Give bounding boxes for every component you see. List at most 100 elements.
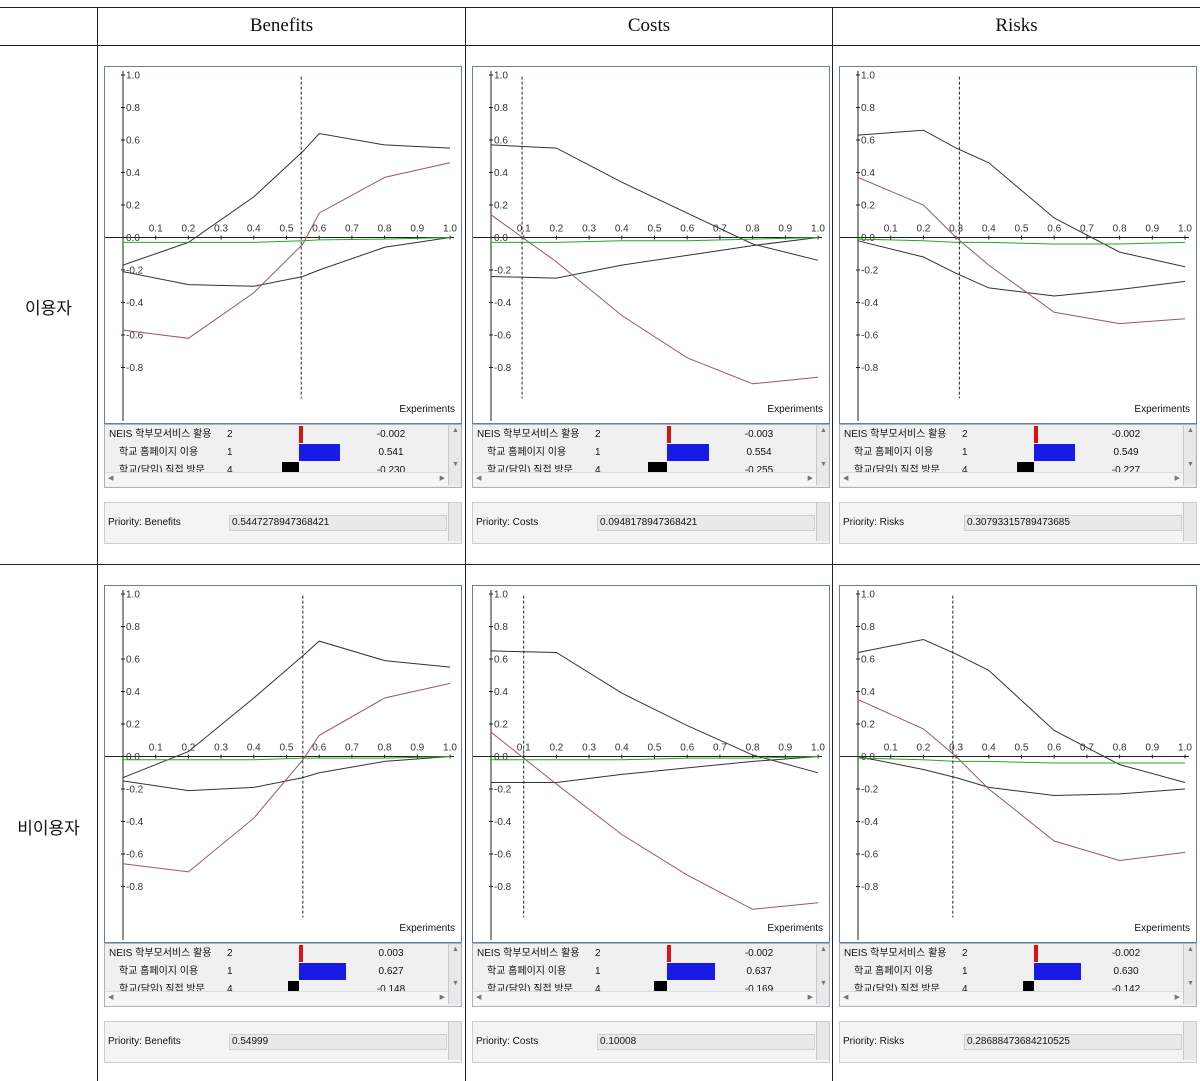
list-horizontal-scrollbar[interactable]: ◀ ▶ — [105, 472, 448, 486]
priority-box: Priority: Costs 0.10008 — [472, 1021, 830, 1063]
alternative-row[interactable]: 학교(담임) 직접 방문 4 -0.148 — [105, 982, 445, 998]
row-label-nonusers: 비이용자 — [17, 819, 80, 839]
alternative-name: 학교 홈페이지 이용 — [487, 966, 567, 977]
alternative-row[interactable]: NEIS 학부모서비스 활용 2 0.003 — [105, 946, 445, 962]
scroll-down-icon[interactable]: ▼ — [820, 461, 827, 468]
x-tick-label: 0.8 — [1113, 743, 1127, 754]
scroll-up-icon[interactable]: ▲ — [452, 427, 459, 434]
scroll-left-icon[interactable]: ◀ — [108, 475, 114, 482]
alternative-row[interactable]: 학교(담임) 직접 방문 4 -0.230 — [105, 463, 445, 479]
list-horizontal-scrollbar[interactable]: ◀ ▶ — [473, 472, 816, 486]
scroll-down-icon[interactable]: ▼ — [1187, 461, 1194, 468]
list-vertical-scrollbar[interactable]: ▲ ▼ — [448, 425, 461, 485]
alternative-row[interactable]: 학교 홈페이지 이용 1 0.627 — [105, 964, 445, 980]
x-tick-label: 0.8 — [378, 743, 392, 754]
alternative-bar — [299, 426, 303, 443]
scroll-left-icon[interactable]: ◀ — [843, 475, 849, 482]
scroll-right-icon[interactable]: ▶ — [439, 475, 445, 482]
x-tick-label: 0.5 — [648, 224, 662, 235]
scroll-right-icon[interactable]: ▶ — [1174, 475, 1180, 482]
priority-scrollbar[interactable] — [448, 1022, 461, 1060]
list-vertical-scrollbar[interactable]: ▲ ▼ — [1183, 944, 1196, 1004]
scroll-right-icon[interactable]: ▶ — [807, 994, 813, 1001]
alternative-row[interactable]: 학교(담임) 직접 방문 4 -0.255 — [473, 463, 813, 479]
series-line — [857, 129, 1186, 268]
list-vertical-scrollbar[interactable]: ▲ ▼ — [448, 944, 461, 1004]
priority-scrollbar[interactable] — [1183, 1022, 1196, 1060]
x-tick-label: 0.3 — [582, 743, 596, 754]
alternative-row[interactable]: 학교 홈페이지 이용 1 0.630 — [840, 964, 1180, 980]
list-horizontal-scrollbar[interactable]: ◀ ▶ — [105, 991, 448, 1005]
alternative-row[interactable]: 학교 홈페이지 이용 1 0.541 — [105, 445, 445, 461]
priority-value-field[interactable]: 0.28688473684210525 — [964, 1034, 1182, 1050]
y-tick-label: -0.4 — [126, 298, 144, 309]
scroll-up-icon[interactable]: ▲ — [820, 946, 827, 953]
scroll-left-icon[interactable]: ◀ — [108, 994, 114, 1001]
scroll-down-icon[interactable]: ▼ — [452, 461, 459, 468]
alternative-row[interactable]: 학교(담임) 직접 방문 4 -0.227 — [840, 463, 1180, 479]
priority-value-field[interactable]: 0.54999 — [229, 1034, 447, 1050]
priority-value-field[interactable]: 0.10008 — [597, 1034, 815, 1050]
scroll-up-icon[interactable]: ▲ — [820, 427, 827, 434]
scroll-down-icon[interactable]: ▼ — [1187, 980, 1194, 987]
alternative-row[interactable]: 학교(담임) 직접 방문 4 -0.142 — [840, 982, 1180, 998]
y-tick-label: -0.2 — [126, 785, 144, 796]
priority-scrollbar[interactable] — [816, 503, 829, 541]
alternative-name: 학교(담임) 직접 방문 — [854, 465, 940, 476]
priority-value: 0.30793315789473685 — [967, 517, 1070, 528]
list-horizontal-scrollbar[interactable]: ◀ ▶ — [840, 472, 1183, 486]
x-tick-label: 0.4 — [615, 224, 629, 235]
column-header-benefits: Benefits — [249, 15, 314, 36]
alternative-list: NEIS 학부모서비스 활용 2 -0.002 학교 홈페이지 이용 1 0.541 학교(… — [104, 424, 462, 488]
scroll-right-icon[interactable]: ▶ — [807, 475, 813, 482]
alternative-name: NEIS 학부모서비스 활용 — [477, 948, 580, 959]
alternative-row[interactable]: 학교 홈페이지 이용 1 0.549 — [840, 445, 1180, 461]
scroll-right-icon[interactable]: ▶ — [1174, 994, 1180, 1001]
priority-label: Priority: Risks — [843, 517, 905, 528]
y-tick-label: 0.6 — [494, 655, 508, 666]
y-tick-label: 0.4 — [126, 168, 140, 179]
list-vertical-scrollbar[interactable]: ▲ ▼ — [816, 944, 829, 1004]
y-tick-label: -0.2 — [861, 266, 879, 277]
alternative-row[interactable]: NEIS 학부모서비스 활용 2 -0.002 — [840, 946, 1180, 962]
x-tick-label: 0.6 — [312, 224, 326, 235]
alternative-row[interactable]: NEIS 학부모서비스 활용 2 -0.002 — [473, 946, 813, 962]
y-tick-label: -0.2 — [861, 785, 879, 796]
alternative-value: -0.148 — [376, 984, 406, 995]
list-vertical-scrollbar[interactable]: ▲ ▼ — [1183, 425, 1196, 485]
priority-scrollbar[interactable] — [448, 503, 461, 541]
list-horizontal-scrollbar[interactable]: ◀ ▶ — [473, 991, 816, 1005]
scroll-up-icon[interactable]: ▲ — [1187, 427, 1194, 434]
priority-value-field[interactable]: 0.30793315789473685 — [964, 515, 1182, 531]
alternative-row[interactable]: NEIS 학부모서비스 활용 2 -0.002 — [840, 427, 1180, 443]
scroll-left-icon[interactable]: ◀ — [476, 994, 482, 1001]
y-tick-label: -0.8 — [494, 882, 512, 893]
x-tick-label: 0.6 — [312, 743, 326, 754]
scroll-left-icon[interactable]: ◀ — [843, 994, 849, 1001]
x-tick-label: 0.9 — [778, 743, 792, 754]
alternative-rank: 1 — [227, 447, 233, 458]
alternative-row[interactable]: 학교 홈페이지 이용 1 0.637 — [473, 964, 813, 980]
scroll-right-icon[interactable]: ▶ — [439, 994, 445, 1001]
priority-scrollbar[interactable] — [816, 1022, 829, 1060]
scroll-down-icon[interactable]: ▼ — [820, 980, 827, 987]
scroll-down-icon[interactable]: ▼ — [452, 980, 459, 987]
list-vertical-scrollbar[interactable]: ▲ ▼ — [816, 425, 829, 485]
y-tick-label: 0.8 — [861, 622, 875, 633]
table-top-border — [0, 7, 1200, 8]
scroll-up-icon[interactable]: ▲ — [1187, 946, 1194, 953]
column-divider — [832, 7, 833, 1081]
alternative-row[interactable]: NEIS 학부모서비스 활용 2 -0.003 — [473, 427, 813, 443]
list-horizontal-scrollbar[interactable]: ◀ ▶ — [840, 991, 1183, 1005]
scroll-up-icon[interactable]: ▲ — [452, 946, 459, 953]
sensitivity-panel: 1.0 0.8 0.6 0.4 0.2 0.0 -0.2 -0.4 -0.6 -0.8 0.1 0.2… — [472, 66, 830, 546]
y-tick-label: 1.0 — [494, 71, 508, 82]
priority-scrollbar[interactable] — [1183, 503, 1196, 541]
alternative-row[interactable]: NEIS 학부모서비스 활용 2 -0.002 — [105, 427, 445, 443]
priority-value-field[interactable]: 0.0948178947368421 — [597, 515, 815, 531]
scroll-left-icon[interactable]: ◀ — [476, 475, 482, 482]
priority-value-field[interactable]: 0.5447278947368421 — [229, 515, 447, 531]
alternative-row[interactable]: 학교(담임) 직접 방문 4 -0.169 — [473, 982, 813, 998]
x-tick-label: 0.1 — [884, 743, 898, 754]
alternative-row[interactable]: 학교 홈페이지 이용 1 0.554 — [473, 445, 813, 461]
